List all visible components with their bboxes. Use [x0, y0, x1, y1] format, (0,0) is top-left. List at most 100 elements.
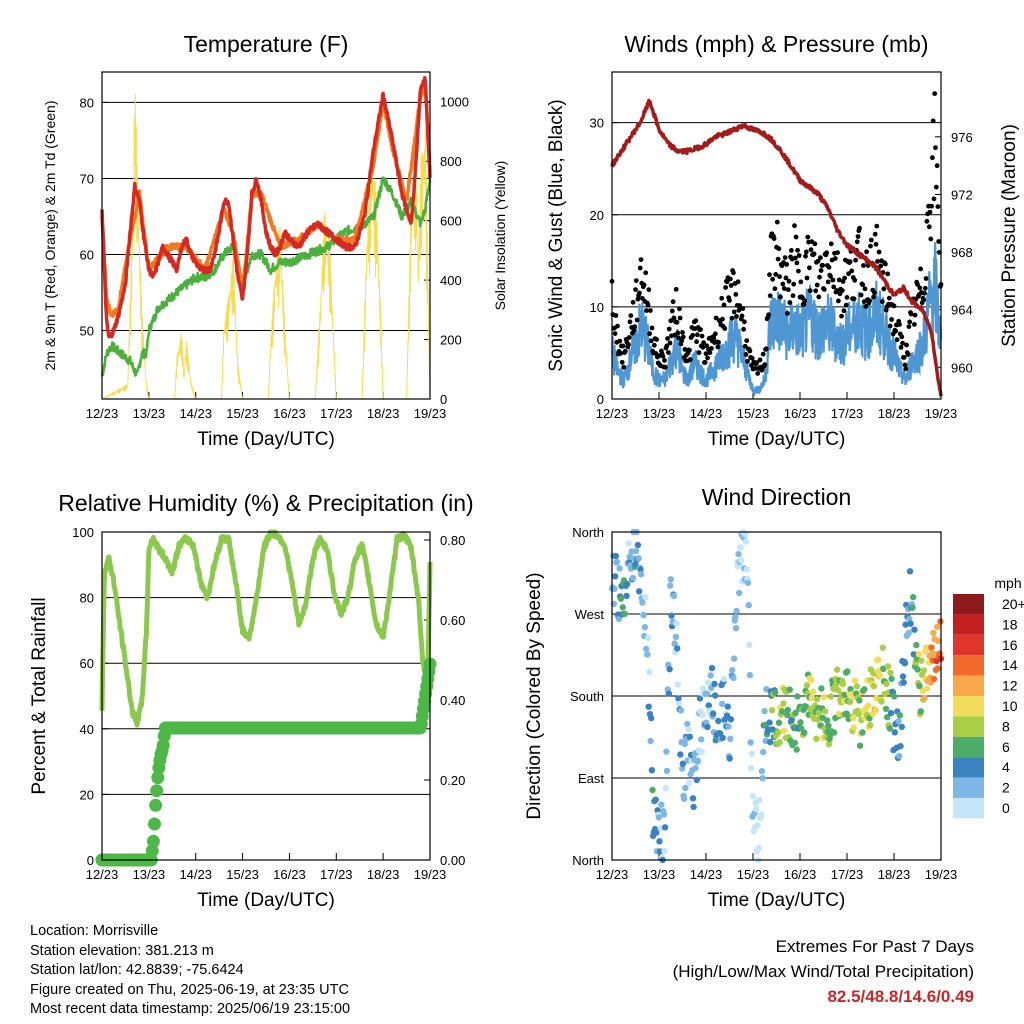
- direction-point: [792, 709, 799, 717]
- rain-point: [151, 771, 165, 785]
- colorbar-swatch: [953, 757, 984, 778]
- gust-point: [921, 297, 927, 303]
- gust-point: [851, 296, 857, 302]
- gust-point: [641, 282, 647, 288]
- series-gust: [609, 91, 944, 376]
- direction-point: [729, 666, 736, 674]
- gust-point: [699, 333, 705, 339]
- gust-point: [687, 347, 692, 353]
- gust-point: [898, 345, 904, 350]
- x-tick-label: 14/23: [179, 867, 212, 882]
- y2-tick-label: 400: [440, 273, 462, 288]
- gust-point: [907, 319, 913, 325]
- gust-point: [666, 326, 672, 332]
- direction-point: [843, 710, 850, 717]
- colorbar-swatch: [953, 655, 984, 676]
- direction-point: [727, 735, 734, 742]
- plot-frame: [101, 71, 431, 400]
- y2-tick-label: 0.00: [440, 853, 465, 868]
- x-tick-label: 14/23: [179, 406, 212, 421]
- extremes-subtitle: (High/Low/Max Wind/Total Precipitation): [672, 962, 974, 981]
- gust-point: [709, 346, 714, 351]
- gust-point: [744, 338, 750, 343]
- y-tick-label: South: [570, 689, 604, 704]
- gust-point: [662, 364, 668, 370]
- direction-point: [882, 705, 890, 713]
- gust-point: [745, 358, 750, 364]
- gust-point: [694, 339, 699, 345]
- direction-point: [672, 633, 680, 641]
- direction-point: [663, 767, 671, 775]
- gust-point: [767, 293, 773, 299]
- gust-point: [875, 259, 880, 264]
- direction-point: [934, 665, 941, 672]
- gust-point: [690, 332, 696, 338]
- y-axis-label: Percent & Total Rainfall: [29, 597, 50, 794]
- gust-point: [814, 282, 820, 288]
- direction-point: [705, 702, 712, 709]
- direction-point: [928, 644, 935, 651]
- gust-point: [676, 335, 681, 341]
- direction-point: [760, 748, 767, 756]
- gust-point: [740, 306, 746, 311]
- gust-point: [901, 355, 907, 360]
- y2-tick-label: 0.60: [440, 613, 465, 628]
- direction-point: [668, 612, 675, 619]
- direction-point: [887, 669, 894, 676]
- gust-point: [912, 312, 918, 318]
- gust-point: [674, 319, 680, 325]
- gust-point: [775, 256, 781, 262]
- colorbar-label: 16: [1002, 637, 1018, 653]
- direction-point: [793, 746, 800, 753]
- gust-point: [773, 272, 779, 277]
- direction-point: [621, 610, 628, 617]
- gust-point: [679, 338, 685, 344]
- plot-frame: [101, 531, 431, 861]
- colorbar-label: 4: [1002, 759, 1010, 775]
- series-2m-td: [100, 176, 432, 377]
- y2-tick-label: 960: [951, 360, 973, 375]
- gust-point: [660, 353, 666, 359]
- panel-title: Winds (mph) & Pressure (mb): [624, 31, 928, 57]
- gust-point: [927, 209, 933, 215]
- gust-point: [648, 308, 653, 313]
- gust-point: [757, 357, 763, 363]
- series-solar-insolation: [101, 93, 431, 400]
- direction-point: [758, 768, 766, 775]
- station-info: Location: Morrisville Station elevation:…: [30, 922, 350, 1020]
- direction-point: [888, 675, 895, 682]
- gust-point: [891, 303, 897, 309]
- y2-tick-label: 0: [440, 392, 447, 407]
- direction-point: [686, 779, 693, 787]
- direction-point: [813, 735, 820, 742]
- gust-point: [868, 237, 874, 243]
- direction-point: [641, 624, 649, 631]
- x-tick-label: 17/23: [320, 406, 353, 421]
- gust-point: [804, 275, 810, 281]
- direction-point: [830, 729, 838, 736]
- direction-point: [704, 723, 711, 731]
- y-tick-label: North: [572, 853, 604, 868]
- gust-point: [842, 275, 847, 281]
- direction-point: [855, 711, 862, 718]
- direction-point: [637, 566, 644, 573]
- direction-point: [715, 717, 722, 725]
- direction-point: [640, 611, 647, 619]
- gust-point: [713, 331, 718, 337]
- gust-point: [794, 260, 800, 266]
- direction-point: [737, 544, 744, 551]
- gust-point: [747, 348, 753, 354]
- direction-point: [895, 717, 902, 725]
- direction-point: [768, 707, 776, 714]
- gust-point: [782, 255, 788, 260]
- gust-point: [626, 335, 632, 340]
- y-tick-label: 70: [80, 171, 94, 186]
- gust-point: [899, 334, 905, 340]
- gust-point: [771, 236, 777, 242]
- y2-tick-label: 600: [440, 214, 462, 229]
- gust-point: [727, 276, 733, 282]
- gust-point: [863, 304, 869, 309]
- direction-point: [784, 706, 792, 714]
- y-tick-label: 0: [597, 392, 604, 407]
- gust-point: [830, 277, 836, 283]
